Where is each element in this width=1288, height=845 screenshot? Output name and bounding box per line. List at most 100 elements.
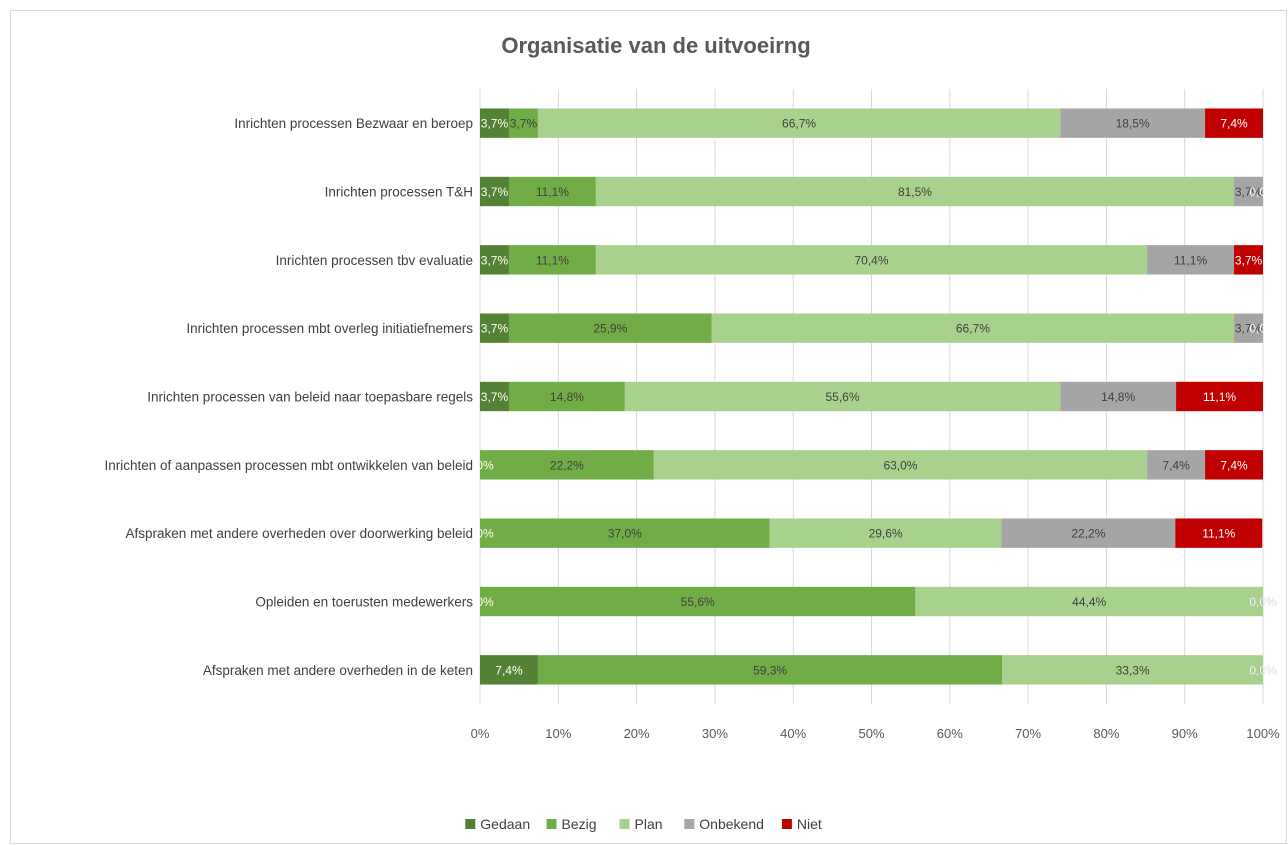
data-label: 3,7% bbox=[481, 253, 509, 267]
data-label: 0,0% bbox=[1249, 663, 1277, 677]
data-label: 0,0% bbox=[466, 595, 494, 609]
bar-segment-niet bbox=[1234, 245, 1263, 275]
data-label: 37,0% bbox=[608, 527, 642, 541]
chart-frame: Organisatie van de uitvoeirng 3,7% 3,7% 66… bbox=[10, 10, 1287, 844]
data-label: 3,7% bbox=[481, 390, 509, 404]
legend-swatch-niet bbox=[781, 819, 792, 829]
bar-segment-plan bbox=[653, 450, 1148, 480]
bar-segment-gedaan bbox=[480, 108, 509, 138]
category-label: Inrichten processen Bezwaar en beroep bbox=[234, 116, 473, 131]
data-label: 70,4% bbox=[854, 253, 888, 267]
data-label: 0,0% bbox=[466, 458, 494, 472]
bar-segment-bezig bbox=[480, 450, 654, 480]
data-label: 0,0% bbox=[466, 527, 494, 541]
data-label: 7,4% bbox=[1220, 117, 1248, 131]
data-label: 55,6% bbox=[826, 390, 860, 404]
bar-segment-plan bbox=[769, 518, 1002, 548]
bar-segment-niet bbox=[1205, 450, 1263, 480]
data-label: 81,5% bbox=[898, 185, 932, 199]
data-label: 29,6% bbox=[869, 527, 903, 541]
data-label: 0,0% bbox=[1249, 322, 1277, 336]
data-label: 3,7% bbox=[1235, 253, 1263, 267]
legend-label: Niet bbox=[797, 816, 822, 832]
bar-segment-onbekend bbox=[1147, 450, 1206, 480]
category-label: Inrichten of aanpassen processen mbt ont… bbox=[105, 458, 473, 473]
data-label: 63,0% bbox=[883, 458, 917, 472]
legend-swatch-plan bbox=[619, 819, 630, 829]
bar-segment-bezig bbox=[508, 245, 596, 275]
chart-title: Organisatie van de uitvoeirng bbox=[501, 33, 810, 58]
legend: Gedaan Bezig Plan Onbekend Niet bbox=[465, 816, 822, 832]
data-label: 11,1% bbox=[1202, 527, 1235, 541]
x-tick-label: 100% bbox=[1246, 726, 1280, 741]
data-label: 11,1% bbox=[536, 185, 569, 199]
category-labels: Inrichten processen Bezwaar en beroep Inr… bbox=[105, 116, 474, 678]
bar-segment-plan bbox=[595, 176, 1235, 207]
bar-segment-plan bbox=[1002, 655, 1263, 685]
bar-segment-bezig bbox=[508, 176, 596, 207]
data-label: 11,1% bbox=[536, 253, 569, 267]
data-label: 44,4% bbox=[1072, 595, 1106, 609]
data-label: 33,3% bbox=[1116, 663, 1150, 677]
bar-segment-gedaan bbox=[480, 313, 509, 343]
data-label: 3,7% bbox=[510, 117, 538, 131]
data-label: 3,7% bbox=[1235, 185, 1263, 199]
data-label: 7,4% bbox=[1162, 458, 1190, 472]
bar-segment-niet bbox=[1205, 108, 1263, 138]
bar-segment-bezig bbox=[537, 655, 1003, 685]
x-tick-label: 0% bbox=[471, 726, 490, 741]
data-label: 3,7% bbox=[481, 322, 509, 336]
bar-segment-bezig bbox=[480, 586, 916, 617]
legend-swatch-gedaan bbox=[465, 819, 476, 829]
bar-segment-plan bbox=[915, 586, 1263, 617]
bar-segment-onbekend bbox=[1234, 313, 1263, 343]
data-label: 3,7% bbox=[1235, 322, 1263, 336]
bar-segment-bezig bbox=[508, 313, 712, 343]
x-tick-label: 30% bbox=[702, 726, 728, 741]
category-label: Inrichten processen van beleid naar toep… bbox=[147, 390, 473, 405]
data-label: 66,7% bbox=[956, 322, 990, 336]
data-label: 14,8% bbox=[1101, 390, 1135, 404]
bar-segment-bezig bbox=[508, 108, 538, 138]
category-label: Inrichten processen tbv evaluatie bbox=[276, 253, 473, 268]
bar-segment-bezig bbox=[480, 518, 770, 548]
chart-svg: Organisatie van de uitvoeirng 3,7% 3,7% 66… bbox=[105, 33, 1281, 832]
data-label: 0,0% bbox=[1249, 185, 1277, 199]
x-axis-ticks: 0% 10% 20% 30% 40% 50% 60% 70% 80% 90% 100% bbox=[471, 726, 1280, 741]
bar-segment-niet bbox=[1175, 518, 1263, 548]
x-tick-label: 40% bbox=[780, 726, 806, 741]
x-tick-label: 60% bbox=[937, 726, 963, 741]
legend-label: Bezig bbox=[562, 816, 597, 832]
legend-swatch-bezig bbox=[546, 819, 557, 829]
bar-segment-bezig bbox=[508, 381, 625, 412]
legend-swatch-onbekend bbox=[684, 819, 695, 829]
x-tick-label: 50% bbox=[858, 726, 884, 741]
data-label: 7,4% bbox=[495, 663, 523, 677]
category-label: Afspraken met andere overheden in de ket… bbox=[203, 663, 473, 678]
bars bbox=[480, 108, 1263, 685]
category-label: Opleiden en toerusten medewerkers bbox=[255, 595, 473, 610]
data-label: 14,8% bbox=[550, 390, 584, 404]
data-label: 66,7% bbox=[782, 117, 816, 131]
data-label: 59,3% bbox=[753, 663, 787, 677]
bar-segment-gedaan bbox=[480, 381, 509, 412]
bar-segment-onbekend bbox=[1147, 245, 1235, 275]
x-tick-label: 80% bbox=[1093, 726, 1119, 741]
data-label: 0,0% bbox=[1249, 595, 1277, 609]
x-tick-label: 20% bbox=[624, 726, 650, 741]
x-tick-label: 10% bbox=[545, 726, 571, 741]
data-label: 0,0% bbox=[1249, 663, 1277, 677]
data-label: 7,4% bbox=[1220, 458, 1248, 472]
bar-segment-gedaan bbox=[480, 655, 538, 685]
data-label: 3,7% bbox=[481, 185, 509, 199]
data-label: 22,2% bbox=[550, 458, 584, 472]
data-label: 18,5% bbox=[1116, 117, 1150, 131]
data-label: 11,1% bbox=[1203, 390, 1236, 404]
bar-segment-plan bbox=[537, 108, 1061, 138]
bar-segment-gedaan bbox=[480, 176, 509, 207]
bar-segment-onbekend bbox=[1060, 381, 1177, 412]
x-tick-label: 90% bbox=[1172, 726, 1198, 741]
bar-segment-plan bbox=[595, 245, 1148, 275]
bar-segment-plan bbox=[624, 381, 1061, 412]
data-label: 25,9% bbox=[593, 322, 627, 336]
